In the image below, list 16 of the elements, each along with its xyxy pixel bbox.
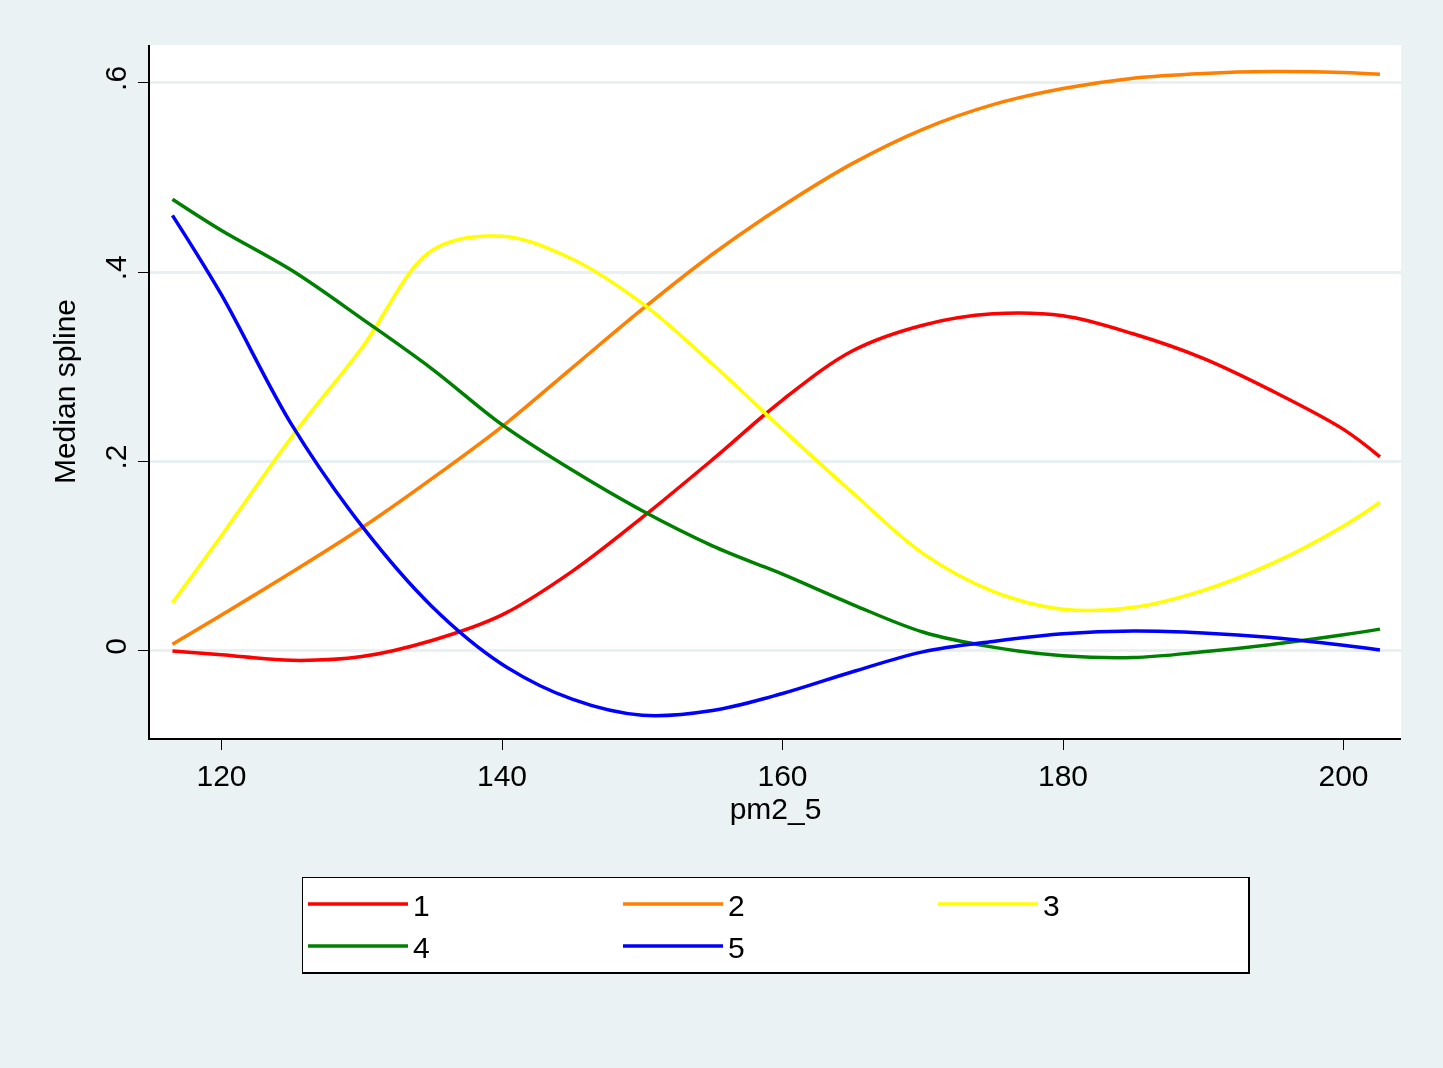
y-axis-title: Median spline — [47, 298, 81, 485]
legend-label: 2 — [728, 888, 745, 922]
x-tick-label: 140 — [476, 758, 528, 792]
legend-label: 1 — [413, 888, 430, 922]
y-tick-label: .2 — [99, 444, 133, 470]
legend-label: 4 — [413, 930, 430, 964]
x-tick-label: 120 — [196, 758, 247, 792]
x-axis-title: pm2_5 — [729, 791, 822, 825]
legend-label: 3 — [1043, 888, 1060, 922]
legend-label: 5 — [728, 930, 745, 964]
y-tick-label: .4 — [99, 255, 133, 281]
x-tick-label: 160 — [757, 758, 808, 792]
y-tick-label: 0 — [99, 638, 133, 655]
y-tick-label: .6 — [99, 65, 133, 91]
x-tick-label: 200 — [1318, 758, 1369, 792]
x-tick-label: 180 — [1037, 758, 1089, 792]
